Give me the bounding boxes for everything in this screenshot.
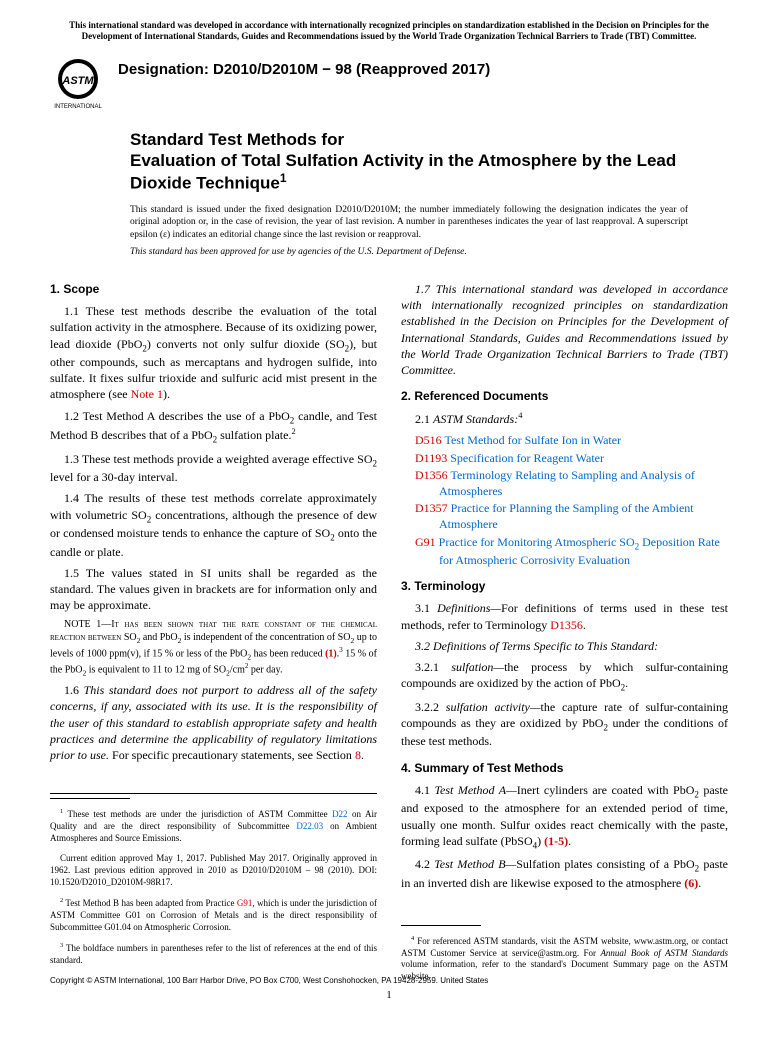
g91-fn-link: G91: [237, 898, 253, 908]
footnote-1b: Current edition approved May 1, 2017. Pu…: [50, 853, 377, 888]
para-1-7: 1.7 This international standard was deve…: [401, 281, 728, 378]
footnote-3: 3 The boldface numbers in parentheses re…: [50, 942, 377, 966]
section-2-referenced-docs-heading: 2. Referenced Documents: [401, 388, 728, 404]
d22-03-link: D22.03: [296, 821, 323, 831]
ref-1-5-link: (1-5): [544, 834, 568, 848]
designation-line: Designation: D2010/D2010M − 98 (Reapprov…: [118, 55, 490, 78]
page-number: 1: [0, 989, 778, 1001]
ref-d516: D516 Test Method for Sulfate Ion in Wate…: [415, 432, 728, 448]
para-4-1: 4.1 Test Method A—Inert cylinders are co…: [401, 782, 728, 851]
footnote-1: 1 These test methods are under the juris…: [50, 808, 377, 844]
section-3-terminology-heading: 3. Terminology: [401, 578, 728, 594]
right-column: 1.7 This international standard was deve…: [401, 271, 728, 985]
ref-g91: G91 Practice for Monitoring Atmospheric …: [415, 534, 728, 569]
right-footnotes: 4 For referenced ASTM standards, visit t…: [401, 921, 728, 983]
ref-1-link: (1): [325, 648, 337, 659]
footnote-2: 2 Test Method B has been adapted from Pr…: [50, 897, 377, 933]
svg-text:INTERNATIONAL: INTERNATIONAL: [54, 104, 102, 110]
para-1-1: 1.1 These test methods describe the eval…: [50, 303, 377, 402]
para-1-6: 1.6 This standard does not purport to ad…: [50, 682, 377, 763]
para-2-1: 2.1 ASTM Standards:4: [401, 410, 728, 427]
note-1-link: Note 1: [131, 387, 163, 401]
para-3-2-1: 3.2.1 sulfation—the process by which sul…: [401, 659, 728, 694]
para-3-2: 3.2 Definitions of Terms Specific to Thi…: [401, 638, 728, 654]
ref-d1356: D1356 Terminology Relating to Sampling a…: [415, 467, 728, 499]
astm-logo: ASTM INTERNATIONAL: [50, 55, 106, 111]
left-footnotes: 1 These test methods are under the juris…: [50, 793, 377, 967]
section-1-scope-heading: 1. Scope: [50, 281, 377, 297]
para-1-4: 1.4 The results of these test methods co…: [50, 490, 377, 559]
issuance-note: This standard is issued under the fixed …: [130, 204, 688, 241]
d1356-link: D1356: [550, 618, 583, 632]
two-column-body: 1. Scope 1.1 These test methods describe…: [50, 271, 728, 985]
para-3-1: 3.1 Definitions—For definitions of terms…: [401, 600, 728, 632]
d22-link: D22: [332, 809, 348, 819]
title-block: Standard Test Methods for Evaluation of …: [130, 129, 688, 257]
page-container: This international standard was develope…: [0, 0, 778, 1015]
para-4-2: 4.2 Test Method B—Sulfation plates consi…: [401, 856, 728, 891]
note-1: NOTE 1—It has been shown that the rate c…: [50, 618, 377, 678]
para-1-5: 1.5 The values stated in SI units shall …: [50, 565, 377, 614]
section-4-summary-heading: 4. Summary of Test Methods: [401, 760, 728, 776]
ref-d1193: D1193 Specification for Reagent Water: [415, 450, 728, 466]
ref-d1357: D1357 Practice for Planning the Sampling…: [415, 500, 728, 532]
svg-text:ASTM: ASTM: [61, 75, 94, 87]
para-3-2-2: 3.2.2 sulfation activity—the capture rat…: [401, 699, 728, 750]
dod-approval-note: This standard has been approved for use …: [130, 247, 688, 257]
para-1-3: 1.3 These test methods provide a weighte…: [50, 451, 377, 486]
standard-title: Standard Test Methods for Evaluation of …: [130, 129, 688, 194]
copyright-line: Copyright © ASTM International, 100 Barr…: [50, 976, 488, 985]
para-1-2: 1.2 Test Method A describes the use of a…: [50, 408, 377, 446]
header-row: ASTM INTERNATIONAL Designation: D2010/D2…: [50, 55, 728, 111]
top-committee-note: This international standard was develope…: [50, 20, 728, 43]
ref-6-link: (6): [684, 876, 698, 890]
left-column: 1. Scope 1.1 These test methods describe…: [50, 271, 377, 985]
